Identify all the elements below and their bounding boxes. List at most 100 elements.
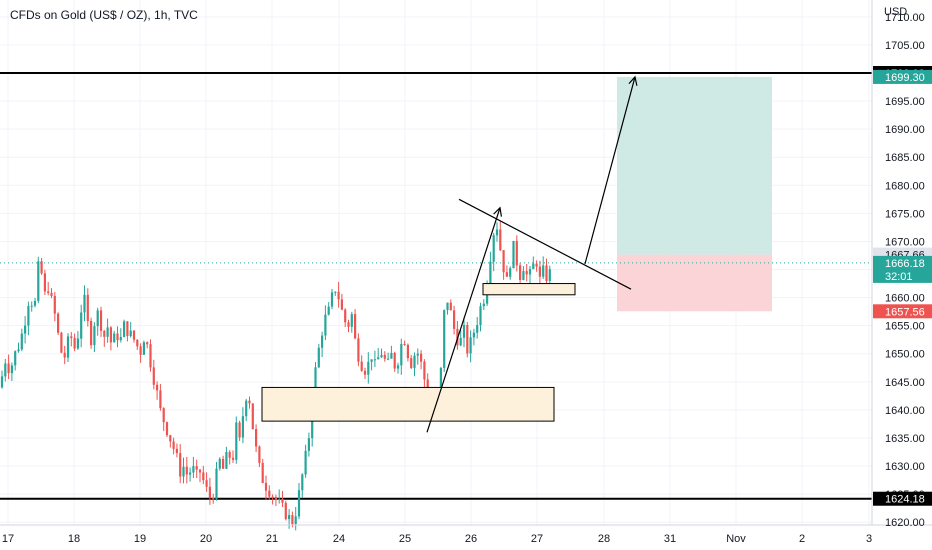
time-tick-label: 27 [531,533,543,545]
candle-body [215,468,218,500]
candle-body [222,458,225,469]
candle-body [297,490,301,517]
time-tick-label: 28 [598,533,610,545]
candle-body [459,337,462,346]
horizontal-levels [0,71,872,500]
candle-body [367,361,370,375]
consolidation-box[interactable] [482,283,576,296]
price-tag-support: 1624.18 [873,491,932,506]
candle-body [202,472,205,481]
price-tick-label: 1705.00 [885,40,925,52]
candle-body [383,354,386,359]
candle-body [185,466,188,475]
candle-body [311,412,314,439]
candle-body [113,333,116,343]
price-tag-last: 1666.18 [873,255,932,270]
candle-body [479,306,482,326]
candle-body [0,376,4,388]
price-tick-label: 1655.00 [885,321,925,333]
candle-body [40,261,43,274]
candle-body [466,325,469,354]
candle-body [439,367,442,398]
impulse-arrow[interactable] [426,207,501,433]
price-tag-bg [873,304,932,319]
candle-body [307,438,310,451]
demand-zone-box[interactable] [261,386,555,422]
candle-body [195,466,198,470]
candle-body [449,302,452,311]
price-tag-bg [873,255,932,270]
candle-body [63,352,66,358]
time-tick-label: 2 [799,533,805,545]
price-tag-countdown: 32:01 [873,268,932,283]
candle-body [149,344,152,368]
candle-body [109,327,112,343]
projection-arrow[interactable] [584,76,636,265]
candle-body [139,346,142,355]
drawing-annotations[interactable] [261,75,638,433]
candle-body [123,321,126,337]
time-tick-label: 19 [134,533,146,545]
candle-body [522,271,525,280]
candle-body [545,265,548,281]
candle-body [373,359,376,361]
candle-body [245,400,248,417]
descending-trendline[interactable] [458,198,632,290]
price-tick-label: 1670.00 [885,236,925,248]
candle-body [258,446,261,463]
price-tick-label: 1695.00 [885,96,925,108]
candle-body [136,339,139,347]
price-tick-label: 1640.00 [885,405,925,417]
price-tick-label: 1650.00 [885,349,925,361]
candle-body [146,342,149,345]
candle-body [360,361,363,371]
price-tick-label: 1685.00 [885,152,925,164]
candle-body [347,322,350,327]
candle-body [132,330,136,340]
price-tag-bg [873,69,932,84]
candle-body [406,344,409,359]
price-tag-text: 1624.18 [885,494,925,506]
candle-body [284,502,287,520]
time-tick-label: 24 [333,533,345,545]
candle-body [291,515,294,525]
candle-body [255,429,258,447]
candle-body [390,352,393,359]
price-tick-label: 1680.00 [885,180,925,192]
price-tick-label: 1660.00 [885,293,925,305]
price-tick-label: 1675.00 [885,208,925,220]
candle-body [33,300,37,306]
position-zones [617,76,772,312]
candle-body [99,310,103,331]
candle-body [47,291,50,293]
candle-body [228,451,231,458]
candle-body [528,269,532,275]
candle-body [60,332,63,353]
candle-body [225,451,228,469]
candle-body [505,272,508,277]
candle-body [525,271,528,275]
candle-body [469,337,472,354]
price-tick-label: 1635.00 [885,433,925,445]
candle-body [90,320,93,346]
price-tag-text: 32:01 [885,271,913,283]
time-axis[interactable]: 17 18 19 20 21 24 25 26 27 28 31 Nov 2 3 [2,533,872,545]
candle-body [400,344,403,366]
time-tick-label: 17 [2,533,14,545]
candle-body [50,292,53,296]
loss-zone[interactable] [617,254,772,312]
candle-body [179,453,182,477]
candle-body [334,291,337,293]
price-tag-text: 1699.30 [885,72,925,84]
candle-body [103,330,106,337]
candle-body [387,358,390,360]
price-tag-bg [873,268,932,283]
candle-body [10,365,13,374]
candle-body [317,347,320,368]
candle-body [327,306,330,315]
candle-body [321,335,324,348]
candle-body [462,325,466,338]
profit-zone[interactable] [617,76,772,255]
